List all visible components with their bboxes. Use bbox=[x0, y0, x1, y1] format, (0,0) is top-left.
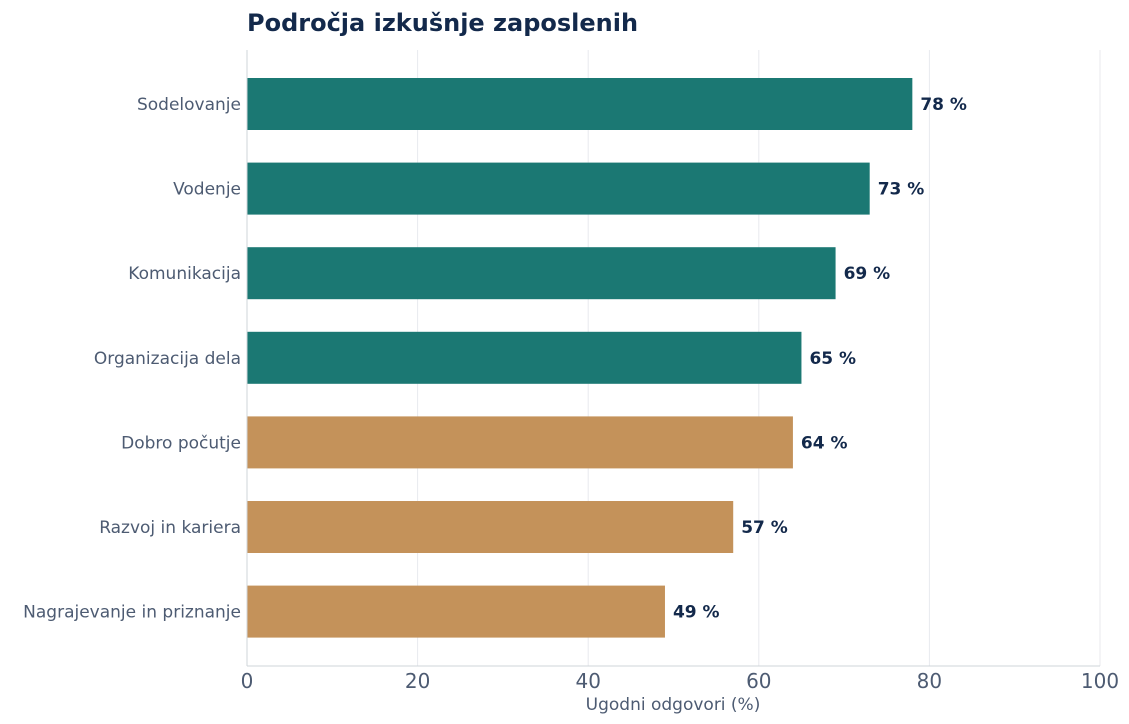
x-tick-label: 80 bbox=[917, 669, 942, 693]
category-label: Komunikacija bbox=[128, 264, 241, 284]
bar bbox=[247, 78, 913, 130]
value-label: 57 % bbox=[741, 518, 788, 538]
value-label: 64 % bbox=[801, 433, 848, 453]
x-tick-label: 100 bbox=[1081, 669, 1119, 693]
chart-title: Področja izkušnje zaposlenih bbox=[247, 9, 638, 37]
x-tick-label: 40 bbox=[575, 669, 600, 693]
category-label: Organizacija dela bbox=[94, 349, 241, 369]
bar bbox=[247, 416, 793, 469]
category-label: Vodenje bbox=[173, 180, 241, 200]
x-axis-title: Ugodni odgovori (%) bbox=[586, 695, 761, 715]
bars bbox=[247, 78, 913, 638]
bar bbox=[247, 501, 734, 553]
value-label: 73 % bbox=[878, 180, 925, 200]
category-label: Nagrajevanje in priznanje bbox=[23, 603, 241, 623]
bar bbox=[247, 247, 836, 300]
bar bbox=[247, 162, 870, 215]
value-label: 78 % bbox=[920, 95, 967, 115]
category-label: Sodelovanje bbox=[137, 95, 241, 115]
bar bbox=[247, 331, 802, 384]
axes bbox=[246, 50, 1100, 667]
labels: 0 20 40 60 80 100 Sodelovanje 78 % Vodenje 73 % Ko… bbox=[23, 95, 1119, 693]
value-label: 69 % bbox=[844, 264, 891, 284]
x-tick-label: 60 bbox=[746, 669, 771, 693]
category-label: Dobro počutje bbox=[121, 433, 241, 453]
value-label: 49 % bbox=[673, 603, 720, 623]
value-label: 65 % bbox=[809, 349, 856, 369]
x-tick-label: 20 bbox=[405, 669, 430, 693]
category-label: Razvoj in kariera bbox=[99, 518, 241, 538]
bar bbox=[247, 585, 665, 638]
x-tick-label: 0 bbox=[241, 669, 254, 693]
